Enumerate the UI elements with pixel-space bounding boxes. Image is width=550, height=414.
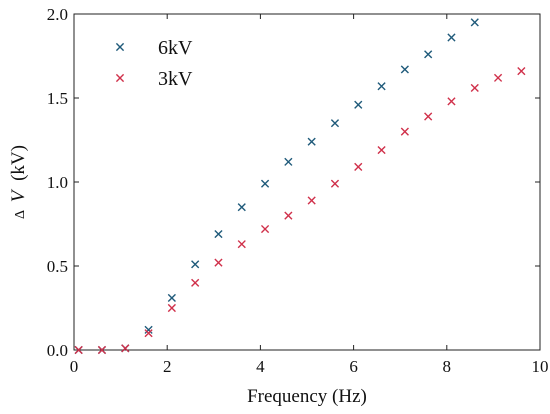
y-tick-label: 0.0 (47, 341, 68, 360)
legend-label-3kv: 3kV (158, 68, 193, 90)
data-point-3kv (167, 303, 176, 313)
y-axis-label-variable: V (8, 188, 29, 202)
data-point-3kv (447, 97, 456, 106)
legend-x-marker (115, 73, 125, 83)
axis-tick-labels: 0 2 4 6 8 10 0.0 0.5 1.0 1.5 2.0 (47, 5, 549, 376)
axis-ticks (73, 13, 541, 351)
legend: 6kV 3kV (115, 37, 193, 90)
data-point-3kv (260, 224, 270, 234)
data-point-3kv (121, 344, 130, 353)
data-point-6kv (400, 65, 409, 74)
data-point-6kv (191, 260, 200, 269)
data-point-6kv (377, 82, 386, 91)
data-point-3kv (493, 73, 503, 82)
data-point-3kv (517, 67, 526, 76)
data-point-3kv (237, 240, 246, 249)
x-tick-label: 8 (443, 357, 452, 376)
x-tick-label: 2 (163, 357, 172, 376)
data-point-6kv (284, 157, 293, 166)
legend-marker-6kv (115, 42, 125, 52)
legend-x-marker (115, 42, 125, 52)
x-tick-label: 4 (256, 357, 265, 376)
data-point-3kv (400, 127, 409, 136)
data-point-3kv (354, 162, 363, 171)
y-axis-label-prefix: Δ (13, 210, 28, 219)
y-tick-label: 1.5 (47, 89, 68, 108)
data-point-3kv (97, 345, 107, 355)
data-point-6kv (214, 229, 223, 239)
plot-frame (73, 13, 541, 351)
data-point-3kv (284, 211, 293, 220)
data-point-3kv (470, 83, 479, 93)
data-point-3kv (307, 196, 316, 205)
y-tick-label: 0.5 (47, 257, 68, 276)
data-point-6kv (447, 33, 456, 42)
data-point-6kv (144, 325, 153, 334)
data-point-3kv (74, 345, 83, 355)
data-point-6kv (330, 119, 340, 128)
legend-marker-3kv (115, 73, 125, 83)
data-point-6kv (237, 203, 246, 212)
y-axis-label: Δ V (kV) (8, 145, 29, 219)
data-point-6kv (424, 50, 433, 59)
x-tick-label: 6 (349, 357, 358, 376)
data-point-6kv (470, 18, 479, 27)
data-point-6kv (167, 293, 176, 303)
data-point-3kv (214, 258, 223, 267)
data-points (74, 18, 526, 355)
data-point-6kv (354, 100, 363, 109)
y-axis-label-unit: (kV) (8, 145, 29, 181)
data-point-6kv (260, 179, 270, 188)
data-point-3kv (144, 329, 153, 338)
x-tick-label: 10 (532, 357, 549, 376)
data-point-6kv (307, 137, 316, 146)
x-axis-label: Frequency (Hz) (247, 386, 367, 407)
y-tick-label: 2.0 (47, 5, 68, 24)
legend-label-6kv: 6kV (158, 37, 193, 59)
data-point-3kv (377, 145, 386, 155)
data-point-3kv (330, 179, 340, 188)
data-point-3kv (424, 112, 433, 121)
x-tick-label: 0 (70, 357, 79, 376)
y-tick-label: 1.0 (47, 173, 68, 192)
data-point-3kv (191, 278, 200, 287)
